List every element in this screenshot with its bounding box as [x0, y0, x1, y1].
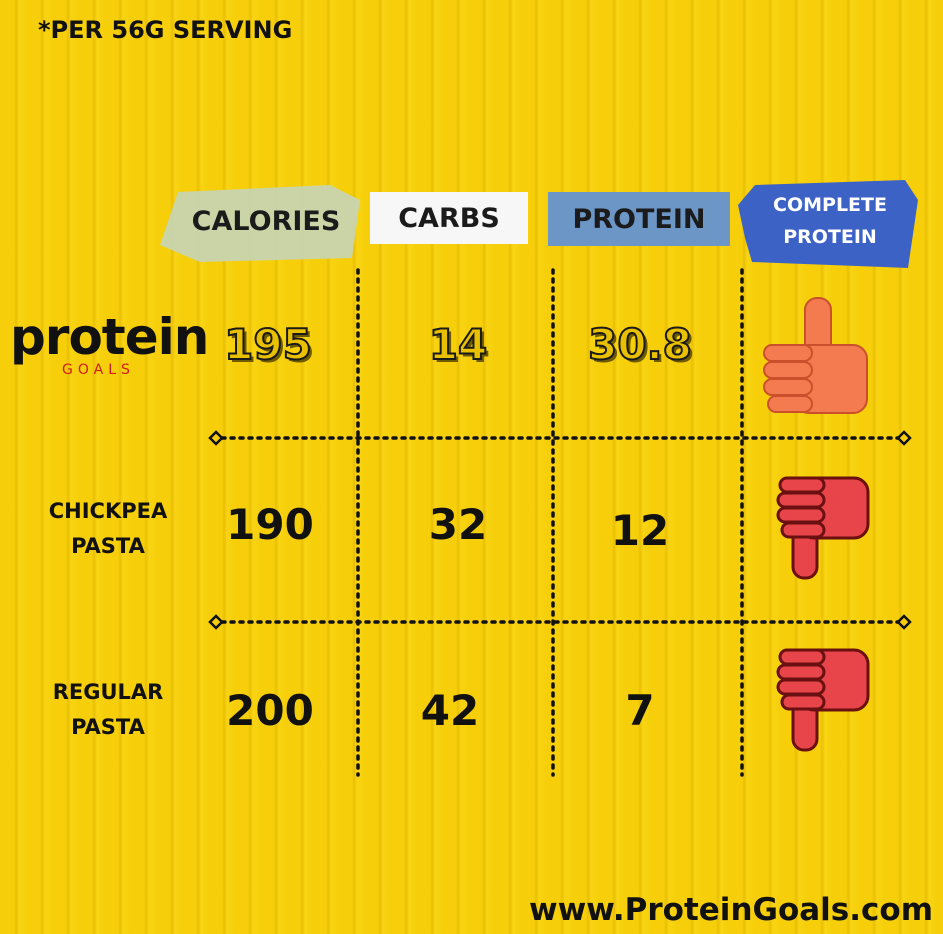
row-label: REGULAR PASTA — [52, 680, 164, 739]
cell-value: 12 — [610, 506, 670, 555]
cell-value: 7 — [625, 686, 655, 735]
thumb-up-icon — [763, 297, 868, 414]
protein-tape — [548, 192, 730, 246]
cell-value: 200 — [226, 686, 314, 735]
cell-value: 190 — [226, 500, 314, 549]
brand-logo: protein — [10, 308, 209, 366]
column-header: PROTEIN — [572, 203, 706, 235]
column-header: CALORIES — [191, 205, 341, 237]
column-header: COMPLETE PROTEIN — [773, 194, 887, 248]
column-header: CARBS — [398, 202, 500, 234]
cell-value: 14 — [428, 319, 488, 370]
row-label: CHICKPEA PASTA — [48, 499, 168, 558]
diamonds — [208, 430, 912, 630]
cell-value: 32 — [428, 500, 488, 549]
thumb-down-icon — [776, 648, 870, 752]
calories-tape — [160, 185, 360, 262]
cell-value: 42 — [420, 686, 480, 735]
cell-value: 30.8 — [587, 319, 693, 370]
brand-tagline: GOALS — [62, 362, 135, 378]
carbs-tape — [370, 192, 528, 244]
footer-url: www.ProteinGoals.com — [528, 892, 933, 928]
thumb-down-icon — [776, 476, 870, 580]
cell-value: 195 — [223, 319, 313, 370]
grid-lines — [220, 268, 900, 777]
complete-protein-ribbon — [738, 180, 918, 268]
serving-note: *PER 56G SERVING — [38, 16, 293, 44]
